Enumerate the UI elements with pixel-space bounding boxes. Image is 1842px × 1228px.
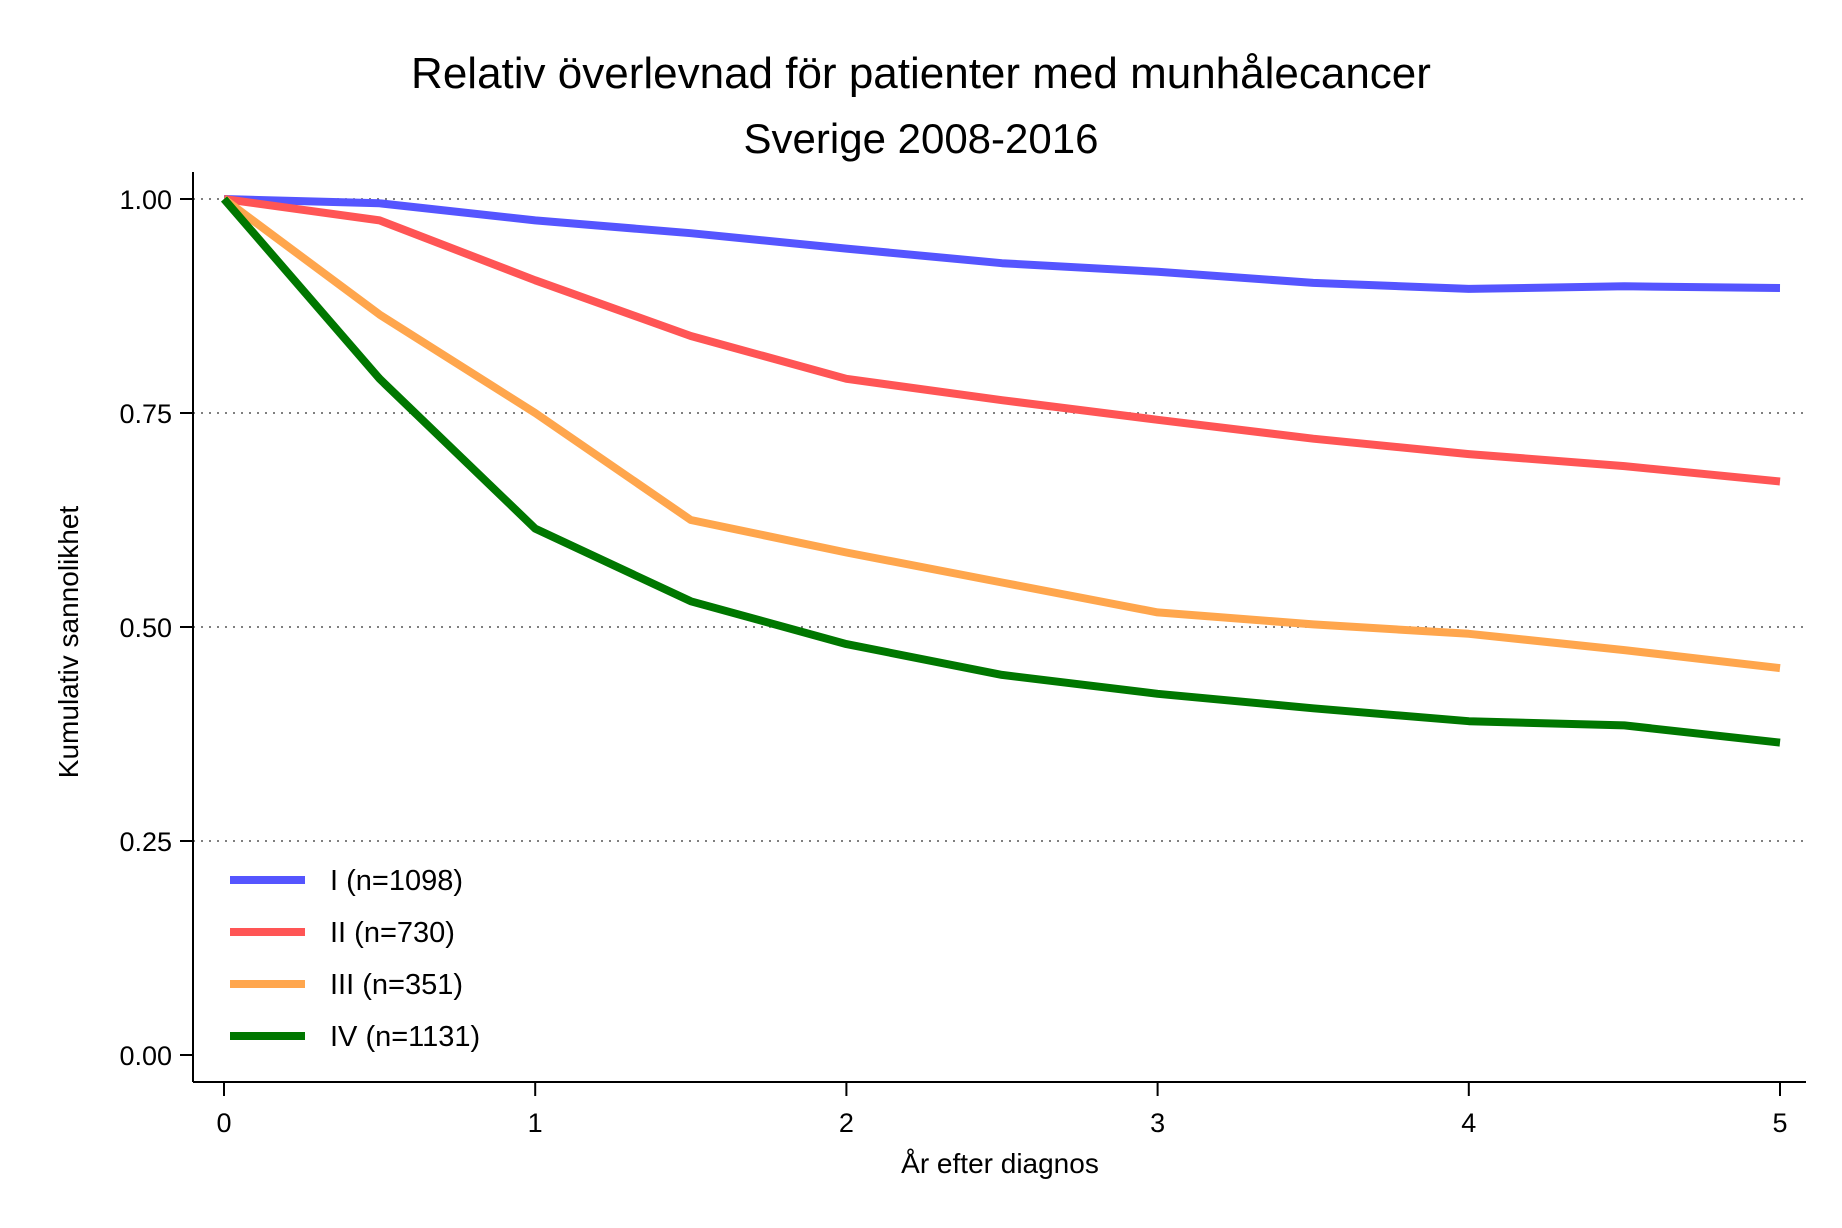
chart-title: Relativ överlevnad för patienter med mun… <box>411 49 1431 98</box>
series-line-3 <box>221 195 1781 673</box>
legend-label: III (n=351) <box>330 969 463 1001</box>
x-tick-label: 1 <box>528 1108 543 1138</box>
legend-label: IV (n=1131) <box>330 1021 480 1053</box>
series-line-1 <box>223 195 1781 293</box>
series-lines <box>220 195 1781 747</box>
series-line-2 <box>223 195 1781 486</box>
x-tick-label: 5 <box>1772 1108 1787 1138</box>
x-axis-title: År efter diagnos <box>901 1148 1099 1179</box>
y-tick-label: 0.00 <box>119 1041 172 1071</box>
y-tick-label: 1.00 <box>119 185 172 215</box>
x-tick-label: 2 <box>839 1108 854 1138</box>
x-tick-label: 3 <box>1150 1108 1165 1138</box>
series-line-4 <box>220 196 1781 747</box>
legend: I (n=1098) II (n=730) III (n=351) IV (n=113… <box>230 865 480 1053</box>
y-axis-ticks: 0.00 0.25 0.50 0.75 1.00 <box>119 185 193 1071</box>
x-tick-label: 0 <box>216 1108 231 1138</box>
legend-label: I (n=1098) <box>330 865 463 897</box>
chart-subtitle: Sverige 2008-2016 <box>744 115 1099 162</box>
x-tick-label: 4 <box>1461 1108 1476 1138</box>
y-tick-label: 0.50 <box>119 613 172 643</box>
gridlines <box>193 198 1806 842</box>
x-axis-ticks: 0 1 2 3 4 5 <box>216 1082 1788 1138</box>
y-tick-label: 0.75 <box>119 399 172 429</box>
legend-label: II (n=730) <box>330 917 455 949</box>
y-axis-title: Kumulativ sannolikhet <box>53 506 84 779</box>
y-tick-label: 0.25 <box>119 827 172 857</box>
